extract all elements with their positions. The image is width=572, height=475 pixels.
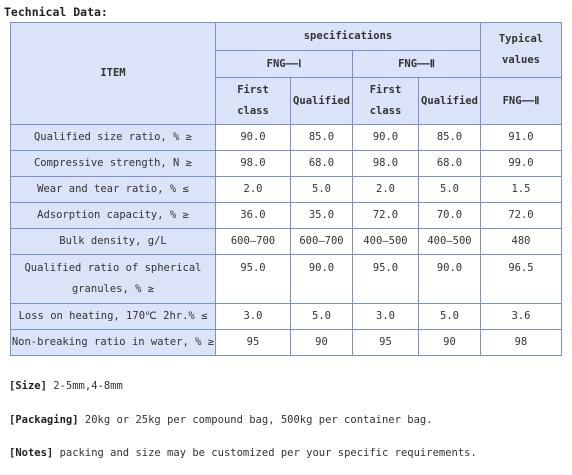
table-cell: 90 (418, 329, 481, 356)
header-typical-line2: values (502, 54, 540, 66)
packaging-note: [Packaging] 20kg or 25kg per compound ba… (9, 414, 433, 426)
table-cell: 90.0 (215, 124, 291, 151)
table-cell: 70.0 (418, 202, 481, 229)
technical-data-table: ITEM specifications Typical values FNG——… (10, 22, 562, 356)
table-cell: 95 (215, 329, 291, 356)
header-fng2-qualified: Qualified (418, 77, 481, 125)
table-cell: 35.0 (290, 202, 353, 229)
table-cell: 91.0 (480, 124, 562, 151)
table-cell: 36.0 (215, 202, 291, 229)
table-cell: 68.0 (418, 150, 481, 177)
size-note: [Size] 2-5mm,4-8mm (9, 380, 123, 392)
table-cell: 5.0 (290, 303, 353, 330)
table-row: Wear and tear ratio, % ≤ 2.0 5.0 2.0 5.0… (10, 176, 562, 203)
packaging-text: 20kg or 25kg per compound bag, 500kg per… (84, 414, 433, 426)
table-cell: 98 (480, 329, 562, 356)
header-typical-line1: Typical (498, 33, 544, 45)
table-cell: 99.0 (480, 150, 562, 177)
table-row: Bulk density, g/L 600—700 600—700 400—50… (10, 228, 562, 255)
table-cell: 5.0 (418, 176, 481, 203)
table-cell: 68.0 (290, 150, 353, 177)
row-item-label: Non-breaking ratio in water, % ≥ (10, 329, 216, 356)
table-cell: 1.5 (480, 176, 562, 203)
table-cell: 90.0 (418, 254, 481, 304)
header-first-line2: class (237, 105, 269, 117)
table-cell: 480 (480, 228, 562, 255)
table-cell: 90 (290, 329, 353, 356)
table-cell: 5.0 (418, 303, 481, 330)
header-first-line1: First (237, 84, 269, 96)
row-item-label: Loss on heating, 170℃ 2hr.% ≤ (10, 303, 216, 330)
table-cell: 600—700 (290, 228, 353, 255)
header-specifications: specifications (215, 22, 481, 51)
header-first-line2: class (369, 105, 402, 117)
notes-note: [Notes] packing and size may be customiz… (9, 447, 477, 459)
size-text: 2-5mm,4-8mm (53, 380, 123, 392)
table-row: Compressive strength, N ≥ 98.0 68.0 98.0… (10, 150, 562, 177)
header-item: ITEM (10, 22, 216, 125)
row-item-label-line1: Qualified ratio of spherical (24, 262, 202, 274)
table-row: Non-breaking ratio in water, % ≥ 95 90 9… (10, 329, 562, 356)
table-cell: 2.0 (215, 176, 291, 203)
page-title: Technical Data: (4, 5, 108, 19)
header-typical-fng: FNG——Ⅱ (480, 77, 562, 125)
header-first-line1: First (369, 84, 402, 96)
table-row: Qualified size ratio, % ≥ 90.0 85.0 90.0… (10, 124, 562, 151)
table-cell: 90.0 (290, 254, 353, 304)
table-cell: 5.0 (290, 176, 353, 203)
notes-text: packing and size may be customized per y… (59, 447, 477, 459)
row-item-label: Compressive strength, N ≥ (10, 150, 216, 177)
header-fng2-first-class: First class (352, 77, 419, 125)
table-cell: 95 (352, 329, 419, 356)
row-item-label-line2: granules, % ≥ (71, 283, 155, 295)
header-fng1-qualified: Qualified (290, 77, 353, 125)
packaging-label: [Packaging] (9, 414, 79, 426)
table-cell: 85.0 (418, 124, 481, 151)
table-row: Qualified ratio of spherical granules, %… (10, 254, 562, 304)
table-cell: 72.0 (480, 202, 562, 229)
table-cell: 3.6 (480, 303, 562, 330)
notes-label: [Notes] (9, 447, 54, 459)
header-fng1: FNG——Ⅰ (215, 50, 353, 78)
table-cell: 3.0 (352, 303, 419, 330)
row-item-label: Wear and tear ratio, % ≤ (10, 176, 216, 203)
table-cell: 3.0 (215, 303, 291, 330)
header-typical-values: Typical values (480, 22, 562, 78)
row-item-label: Qualified ratio of spherical granules, %… (10, 254, 216, 304)
table-cell: 400—500 (352, 228, 419, 255)
row-item-label: Adsorption capacity, % ≥ (10, 202, 216, 229)
row-item-label: Qualified size ratio, % ≥ (10, 124, 216, 151)
row-item-label: Bulk density, g/L (10, 228, 216, 255)
table-cell: 98.0 (352, 150, 419, 177)
table-cell: 600—700 (215, 228, 291, 255)
table-cell: 72.0 (352, 202, 419, 229)
header-fng2: FNG——Ⅱ (352, 50, 481, 78)
table-row: Loss on heating, 170℃ 2hr.% ≤ 3.0 5.0 3.… (10, 303, 562, 330)
table-cell: 90.0 (352, 124, 419, 151)
table-row: Adsorption capacity, % ≥ 36.0 35.0 72.0 … (10, 202, 562, 229)
table-cell: 96.5 (480, 254, 562, 304)
table-cell: 400—500 (418, 228, 481, 255)
table-cell: 95.0 (352, 254, 419, 304)
table-cell: 95.0 (215, 254, 291, 304)
header-fng1-first-class: First class (215, 77, 291, 125)
table-cell: 2.0 (352, 176, 419, 203)
table-cell: 98.0 (215, 150, 291, 177)
size-label: [Size] (9, 380, 47, 392)
table-cell: 85.0 (290, 124, 353, 151)
